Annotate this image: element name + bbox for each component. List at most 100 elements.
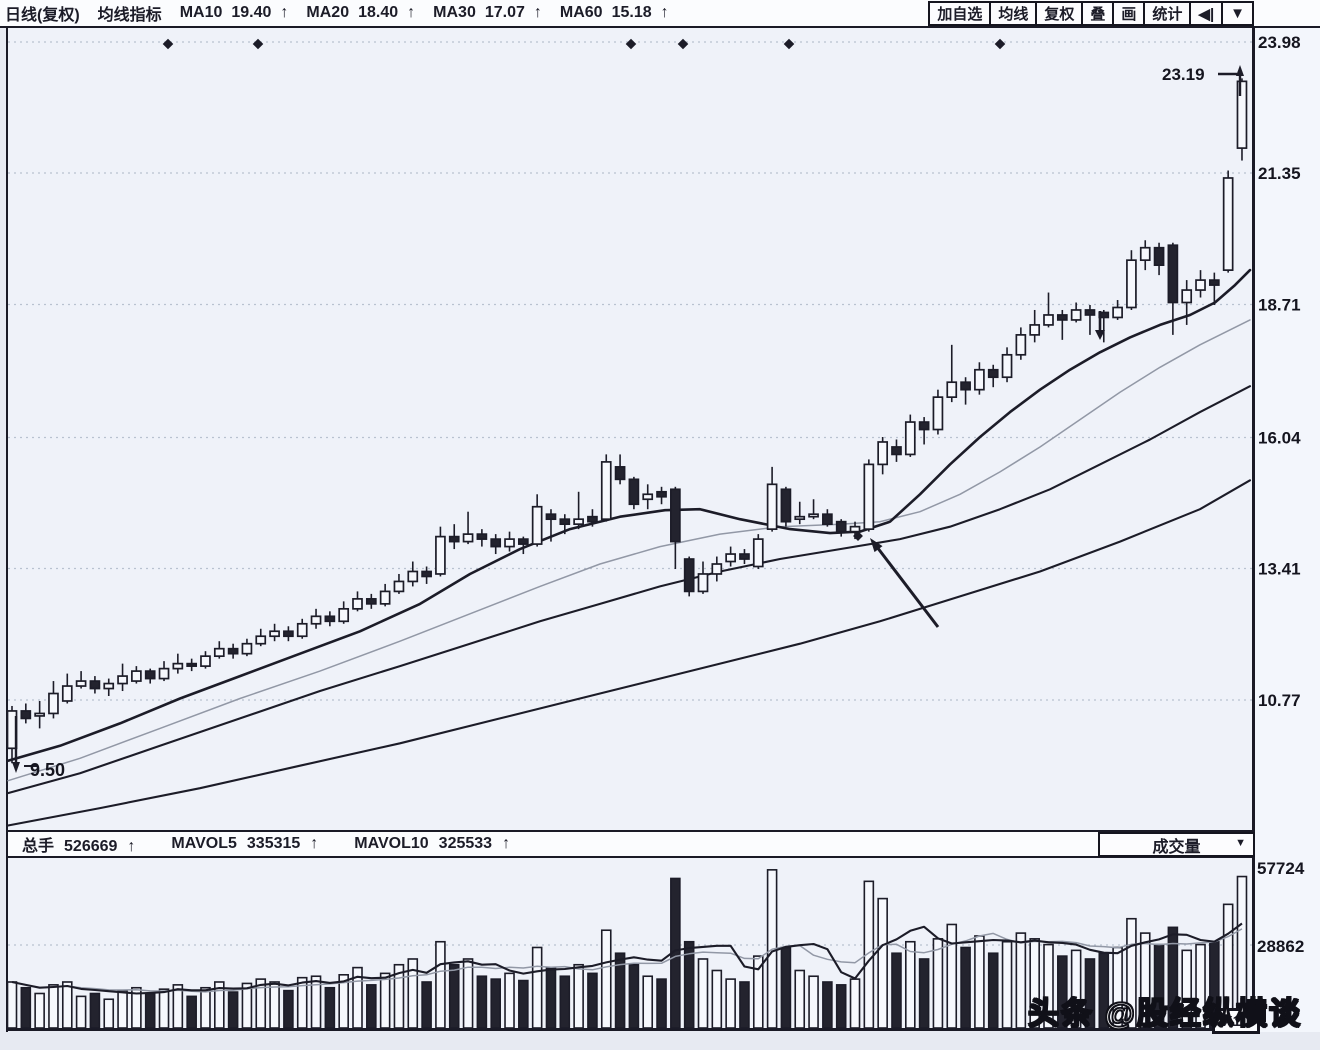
volume-axis-unit-badge: X10	[1212, 1008, 1260, 1034]
candle-down	[739, 553, 750, 560]
candle-down	[517, 538, 529, 545]
period-label: 日线(复权)	[5, 7, 80, 24]
candle-down	[324, 615, 336, 623]
main-chart-panel	[8, 28, 1252, 830]
total-volume-label: 总手	[22, 838, 55, 855]
volume-bar	[794, 969, 806, 1029]
volume-bar	[835, 984, 847, 1029]
volume-bar	[6, 981, 18, 1029]
axis-label: 57724	[1257, 859, 1305, 878]
volume-bar	[891, 952, 902, 1029]
volume-bar	[75, 995, 87, 1029]
candle-down	[1084, 309, 1096, 316]
mavol10-readout: MAVOL10 325533 ↑	[354, 835, 510, 853]
up-arrow-icon: ↑	[310, 835, 319, 852]
chevron-down-icon[interactable]: ▼	[1221, 1, 1254, 26]
volume-bar	[1043, 943, 1054, 1029]
mavol5-label: MAVOL5	[171, 835, 237, 852]
candle-up	[711, 563, 723, 575]
up-arrow-icon: ↑	[407, 4, 416, 21]
stats-button[interactable]: 统计	[1143, 1, 1192, 26]
candle-down	[186, 662, 198, 667]
candle-down	[614, 466, 626, 481]
volume-bar	[379, 972, 391, 1029]
volume-bar	[448, 963, 460, 1029]
candle-down	[628, 478, 640, 506]
trend-arrow	[875, 546, 940, 628]
candle-down	[490, 538, 502, 548]
volume-bar	[587, 972, 598, 1029]
volume-bar	[559, 975, 571, 1029]
candle-down	[421, 570, 432, 578]
candle-up	[1015, 334, 1027, 356]
volume-bar	[918, 958, 930, 1029]
collapse-left-icon[interactable]: ◀|	[1189, 1, 1224, 26]
candle-down	[1056, 314, 1068, 321]
axis-label: 23.19	[1162, 65, 1205, 84]
candle-up	[1112, 306, 1123, 319]
volume-bar	[462, 958, 474, 1029]
draw-button[interactable]: 画	[1112, 1, 1146, 26]
candle-down	[587, 515, 598, 523]
volume-bar	[89, 992, 101, 1029]
candle-up	[932, 396, 944, 431]
candle-up	[1236, 80, 1248, 149]
ma60-readout: MA60 15.18 ↑	[560, 4, 669, 22]
volume-bar	[186, 995, 197, 1029]
candle-up	[61, 685, 73, 702]
ma60-value: 15.18	[611, 4, 652, 21]
diamond-marker	[162, 38, 174, 50]
ma20-label: MA20	[306, 4, 350, 21]
volume-bar	[739, 981, 750, 1029]
candle-up	[752, 538, 764, 568]
candle-down	[365, 598, 377, 605]
volume-bar	[435, 940, 446, 1029]
volume-bar	[932, 938, 944, 1029]
candle-up	[352, 598, 363, 610]
volume-bar	[255, 978, 267, 1029]
candle-up	[697, 573, 709, 593]
watermark: 头条 @股经纵横谈	[1027, 995, 1302, 1032]
up-arrow-icon: ↑	[533, 4, 542, 21]
volume-bar	[573, 963, 584, 1029]
candle-down	[144, 670, 156, 680]
candle-up	[573, 518, 584, 526]
up-arrow-icon	[1236, 65, 1244, 76]
candle-down	[476, 533, 488, 540]
candle-up	[200, 655, 211, 667]
ma-settings-button[interactable]: 均线	[989, 1, 1038, 26]
candle-down	[1153, 246, 1165, 266]
volume-bar	[683, 940, 695, 1029]
candle-down	[1208, 279, 1220, 286]
volume-bar	[614, 952, 626, 1029]
candle-up	[1029, 324, 1041, 336]
volume-bar	[352, 966, 363, 1029]
adjust-rights-button[interactable]: 复权	[1035, 1, 1084, 26]
mavol10-value: 325533	[438, 835, 493, 852]
candle-up	[974, 368, 985, 391]
volume-bar	[808, 975, 819, 1029]
chevron-down-icon: ▼	[1235, 837, 1246, 849]
candle-up	[75, 680, 87, 687]
volume-bar	[61, 981, 73, 1029]
chart-toolbar: 加自选 均线 复权 叠 画 统计 ◀| ▼	[928, 1, 1254, 26]
candle-down	[283, 630, 294, 638]
volume-bar	[545, 966, 557, 1029]
add-watchlist-button[interactable]: 加自选	[928, 1, 992, 26]
candle-up	[241, 642, 253, 655]
chart-left-border	[6, 28, 8, 1032]
volume-indicator-dropdown[interactable]: 成交量 ▼	[1098, 832, 1255, 857]
axis-label: 28862	[1257, 937, 1304, 956]
volume-bar	[822, 981, 833, 1029]
volume-bar	[642, 975, 654, 1029]
candle-down	[559, 518, 571, 526]
overlay-button[interactable]: 叠	[1081, 1, 1115, 26]
volume-bar	[1139, 932, 1151, 1029]
volume-bar	[131, 986, 142, 1029]
axis-label: 16.04	[1258, 428, 1301, 447]
volume-bar	[476, 975, 488, 1029]
candle-up	[1043, 314, 1054, 326]
volume-bar	[144, 992, 156, 1029]
